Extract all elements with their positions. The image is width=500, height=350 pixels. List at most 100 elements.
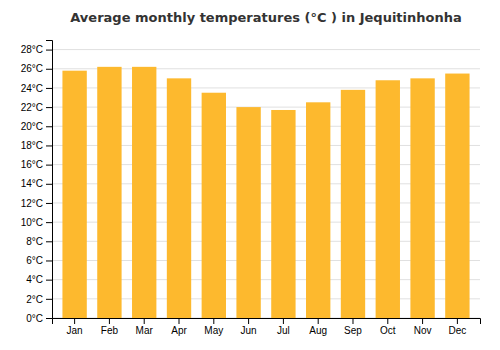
x-tick-mark [318,318,319,324]
y-tick: 2°C [26,294,52,305]
x-tick-mark [457,318,458,324]
x-tick-label: May [204,325,223,336]
x-tick-label: Dec [448,325,466,336]
y-tick: 20°C [21,121,52,132]
y-tick-label: 4°C [26,274,43,285]
x-tick: May [204,318,223,336]
x-tick-mark [74,318,75,324]
y-tick-mark [46,126,52,127]
bar [97,67,121,318]
y-tick-mark [46,184,52,185]
bars [62,67,469,318]
y-tick-label: 20°C [21,121,43,132]
x-tick: Feb [101,318,119,336]
y-tick-label: 6°C [26,255,43,266]
x-tick-label: Jun [241,325,257,336]
chart-container: 0°C 2°C 4°C 6°C 8°C 10°C 12°C 14°C 16°C 18°C 20°C 2… [0,0,500,350]
x-tick-label: Oct [380,325,396,336]
y-tick-label: 26°C [21,63,43,74]
y-tick: 18°C [21,140,52,151]
x-tick: Jul [277,318,290,336]
y-tick: 0°C [26,313,52,324]
grid-line [52,49,480,50]
x-tick-mark [283,318,284,324]
grid [52,50,480,318]
y-tick-label: 12°C [21,198,43,209]
bar [62,71,86,318]
y-tick-label: 24°C [21,83,43,94]
y-tick-label: 10°C [21,217,43,228]
x-tick-mark [144,318,145,324]
y-tick-mark [46,318,52,319]
bar [236,107,260,318]
x-tick-mark [213,318,214,324]
y-tick-mark [46,299,52,300]
x-tick: Nov [414,318,432,336]
y-tick: 14°C [21,178,52,189]
y-tick-label: 28°C [21,44,43,55]
y-tick-mark [46,107,52,108]
y-tick-label: 18°C [21,140,43,151]
y-tick-mark [46,165,52,166]
x-tick-label: Apr [171,325,187,336]
x-tick: Apr [171,318,187,336]
y-tick: 28°C [21,44,52,55]
x-tick: Jun [241,318,257,336]
y-tick: 6°C [26,255,52,266]
x-tick-mark [179,318,180,324]
x-tick-label: Mar [136,325,154,336]
x-tick: Dec [448,318,466,336]
x-tick-mark [387,318,388,324]
y-tick-label: 0°C [26,313,43,324]
y-tick-mark [46,203,52,204]
y-tick: 22°C [21,102,52,113]
y-tick: 4°C [26,274,52,285]
x-tick-label: Aug [309,325,327,336]
y-tick-label: 14°C [21,178,43,189]
bar [167,78,191,318]
y-tick-mark [46,222,52,223]
x-tick-mark [109,318,110,324]
y-axis: 0°C 2°C 4°C 6°C 8°C 10°C 12°C 14°C 16°C 18°C 20°C 2… [21,41,53,324]
x-tick-label: Sep [344,325,362,336]
title: Average monthly temperatures (°C ) in Je… [70,10,462,25]
x-tick: Mar [136,318,154,336]
y-tick-label: 16°C [21,159,43,170]
plot-area: 0°C 2°C 4°C 6°C 8°C 10°C 12°C 14°C 16°C 18°C 20°C 2… [21,41,481,337]
y-tick: 24°C [21,83,52,94]
y-tick-label: 2°C [26,294,43,305]
x-tick-label: Jan [67,325,83,336]
x-tick: Aug [309,318,327,336]
x-axis: Jan Feb Mar Apr May Jun Jul Aug Sep Oct Nov Dec [53,318,481,336]
y-tick-mark [46,50,52,51]
x-tick-mark [248,318,249,324]
y-tick-label: 22°C [21,102,43,113]
x-tick-mark [352,318,353,324]
y-tick: 26°C [21,63,52,74]
y-tick-mark [46,145,52,146]
x-axis-line [53,319,481,325]
bar [306,102,330,318]
x-tick-mark [422,318,423,324]
y-tick-label: 8°C [26,236,43,247]
y-tick-mark [46,88,52,89]
y-tick-mark [46,280,52,281]
bar [445,74,469,318]
x-tick: Jan [67,318,83,336]
y-tick: 12°C [21,198,52,209]
x-tick: Oct [380,318,396,336]
y-tick: 8°C [26,236,52,247]
y-axis-line [46,41,53,319]
x-tick: Sep [344,318,362,336]
y-tick-mark [46,260,52,261]
chart-svg: 0°C 2°C 4°C 6°C 8°C 10°C 12°C 14°C 16°C 18°C 20°C 2… [0,0,500,350]
x-tick-label: Feb [101,325,119,336]
bar [341,90,365,318]
bar [132,67,156,318]
bar [202,93,226,318]
bar [376,80,400,318]
x-tick-label: Jul [277,325,290,336]
y-tick-mark [46,69,52,70]
bar [410,78,434,318]
y-tick: 10°C [21,217,52,228]
